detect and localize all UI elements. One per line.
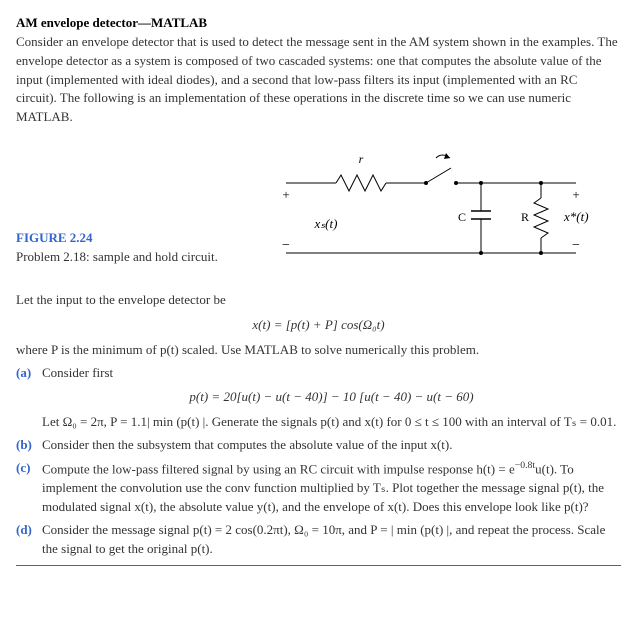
body-block: Let the input to the envelope detector b…: [16, 291, 621, 558]
bottom-divider: [16, 565, 621, 566]
part-c: (c) Compute the low-pass filtered signal…: [16, 459, 621, 517]
part-b-text: Consider then the subsystem that compute…: [42, 437, 453, 452]
label-plus-right: +: [572, 187, 579, 202]
label-xout: x*(t): [563, 209, 589, 224]
marker-a: (a): [16, 364, 31, 383]
figure-label: FIGURE 2.24: [16, 229, 256, 248]
label-r: r: [359, 152, 364, 166]
label-plus-left: +: [282, 187, 289, 202]
label-R: R: [521, 210, 529, 224]
label-xs: xₛ(t): [314, 216, 338, 231]
figure-caption: Problem 2.18: sample and hold circuit.: [16, 248, 256, 267]
marker-c: (c): [16, 459, 30, 478]
eq-pt: p(t) = 20[u(t) − u(t − 40)] − 10 [u(t − …: [42, 388, 621, 407]
part-a-line2: Let Ω₀ = 2π, P = 1.1| min (p(t) |. Gener…: [42, 414, 616, 429]
intro-paragraph: Consider an envelope detector that is us…: [16, 33, 621, 127]
figure-block: FIGURE 2.24 Problem 2.18: sample and hol…: [16, 143, 621, 273]
part-d: (d) Consider the message signal p(t) = 2…: [16, 521, 621, 559]
eq-xt: x(t) = [p(t) + P] cos(Ω₀t): [16, 316, 621, 335]
part-b: (b) Consider then the subsystem that com…: [16, 436, 621, 455]
where-line: where P is the minimum of p(t) scaled. U…: [16, 341, 621, 360]
marker-d: (d): [16, 521, 32, 540]
let-input: Let the input to the envelope detector b…: [16, 291, 621, 310]
marker-b: (b): [16, 436, 32, 455]
part-a-line1: Consider first: [42, 365, 113, 380]
part-c-exp: −0.8t: [515, 460, 535, 471]
circuit-diagram: r + + xₛ(t) C: [266, 143, 596, 273]
label-minus-left: −: [282, 238, 290, 253]
part-d-text: Consider the message signal p(t) = 2 cos…: [42, 522, 605, 556]
part-a: (a) Consider first p(t) = 20[u(t) − u(t …: [16, 364, 621, 433]
part-c-pre: Compute the low-pass filtered signal by …: [42, 461, 515, 476]
parts-list: (a) Consider first p(t) = 20[u(t) − u(t …: [16, 364, 621, 559]
title: AM envelope detector—MATLAB: [16, 14, 621, 33]
label-minus-right: −: [572, 238, 580, 253]
label-C: C: [458, 210, 466, 224]
